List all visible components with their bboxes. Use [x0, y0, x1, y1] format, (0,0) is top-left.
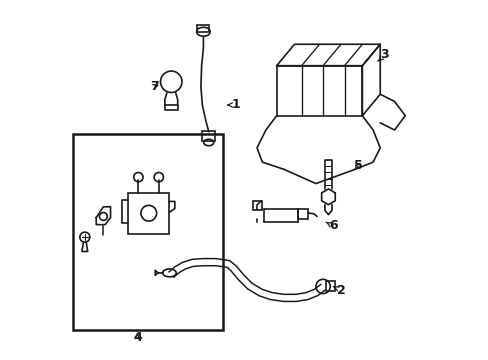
Bar: [325, 281, 334, 292]
Bar: [197, 25, 209, 32]
Text: 7: 7: [150, 80, 159, 93]
Bar: [73, 134, 223, 330]
Text: 3: 3: [377, 49, 388, 62]
Bar: [252, 201, 261, 210]
Text: 1: 1: [227, 99, 240, 112]
Bar: [128, 193, 169, 234]
Bar: [298, 209, 307, 219]
Text: 6: 6: [325, 219, 337, 232]
Bar: [202, 131, 215, 141]
Text: 5: 5: [354, 159, 363, 172]
Text: 2: 2: [333, 284, 345, 297]
Text: 4: 4: [133, 332, 142, 345]
